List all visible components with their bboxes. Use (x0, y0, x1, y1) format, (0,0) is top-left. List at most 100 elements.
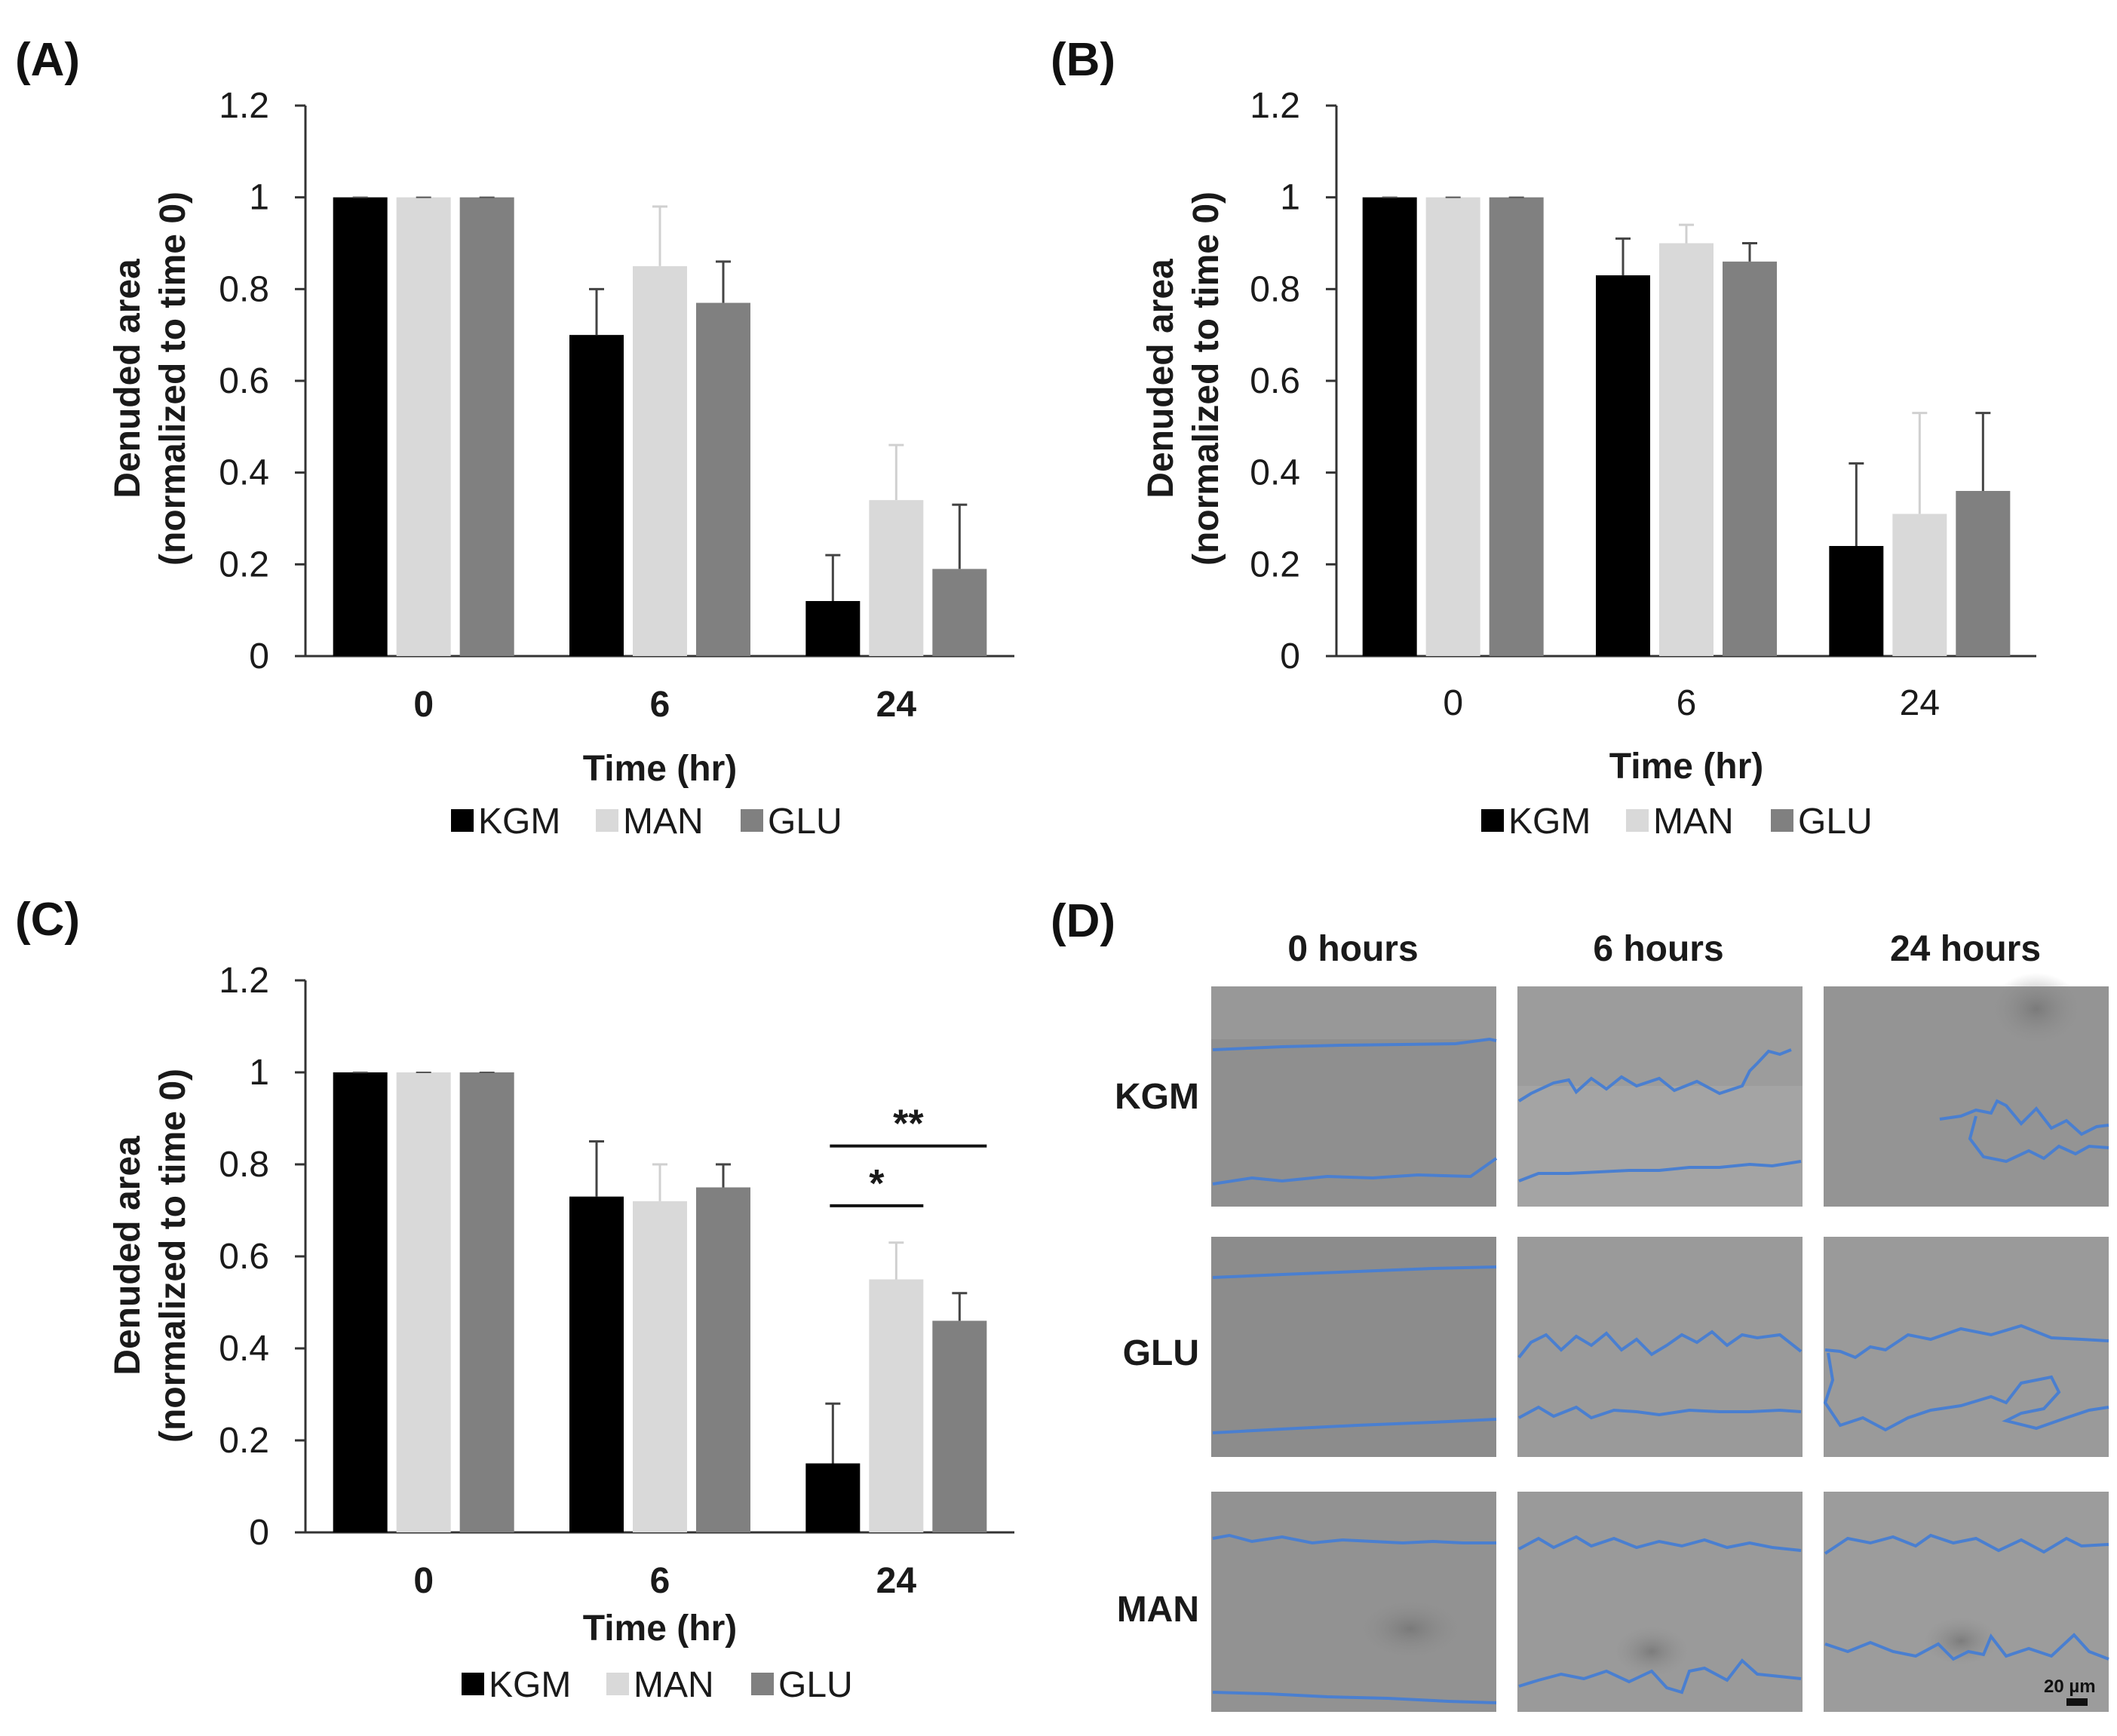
tile-man-6h (1517, 1492, 1803, 1712)
chart-panel-c: (C) 0 0.2 0.4 0.6 0.8 1 1.2 0 6 24 *** Time (hr) Denu… (15, 894, 1014, 1705)
column-title-24h: 24 hours (1890, 929, 2041, 969)
y-tick-label: 0.8 (219, 1145, 269, 1185)
legend-label-man: MAN (623, 802, 704, 842)
panel-label-a: (A) (15, 34, 80, 86)
tile-glu-24h (1823, 1237, 2109, 1457)
tile-man-24h: 20 µm (1824, 1492, 2109, 1712)
bar-man-0 (1425, 197, 1480, 657)
bar-man-24 (1892, 514, 1947, 656)
bar-glu-24 (1956, 491, 2011, 656)
y-tick-label: 0 (1280, 636, 1300, 676)
legend-label-man: MAN (1653, 802, 1734, 842)
bar-kgm-24 (1829, 546, 1884, 656)
bar-glu-6 (1723, 261, 1777, 656)
y-tick-label: 0.8 (1250, 269, 1300, 309)
bar-kgm-0 (333, 1072, 388, 1532)
row-title-man: MAN (1117, 1590, 1199, 1630)
y-tick-label: 1.2 (219, 86, 269, 126)
bar-glu-0 (459, 1072, 514, 1532)
legend-swatch-glu (1771, 809, 1793, 832)
chart-panel-a: (A) 0 0.2 0.4 0.6 0.8 1 1.2 0 6 24 Time (hr) Denuded… (15, 34, 1014, 842)
bar-kgm-6 (569, 335, 624, 656)
y-axis-title-line: Denuded area (108, 1136, 148, 1376)
x-tick-label: 6 (650, 685, 670, 725)
legend-swatch-glu (751, 1673, 774, 1695)
significance-marker: * (869, 1162, 885, 1206)
column-title-0h: 0 hours (1287, 929, 1418, 969)
tile-kgm-6h (1517, 986, 1803, 1207)
legend-swatch-glu (741, 809, 763, 832)
x-tick-label: 0 (1443, 683, 1463, 723)
y-tick-label: 0.2 (1250, 544, 1300, 584)
legend-label-glu: GLU (768, 802, 842, 842)
legend-label-glu: GLU (1798, 802, 1873, 842)
y-tick-label: 0 (249, 636, 269, 676)
legend-label-kgm: KGM (489, 1665, 571, 1705)
tile-glu-6h (1517, 1237, 1803, 1457)
y-tick-label: 0.4 (219, 1329, 269, 1369)
y-tick-label: 1.2 (1250, 86, 1300, 126)
y-tick-label: 0.6 (1250, 361, 1300, 401)
legend-label-kgm: KGM (1508, 802, 1591, 842)
x-tick-label: 24 (876, 685, 917, 725)
y-axis-title: Denuded area (normalized to time 0) (1141, 192, 1226, 566)
bar-man-6 (633, 265, 687, 657)
bar-kgm-6 (569, 1196, 624, 1532)
significance-marker: ** (893, 1103, 924, 1146)
bar-man-0 (396, 1072, 451, 1532)
y-axis-title-line: (normalized to time 0) (153, 192, 193, 566)
y-axis-title-line: Denuded area (108, 259, 148, 498)
x-tick-label: 0 (413, 1561, 434, 1601)
chart-panel-b: (B) 0 0.2 0.4 0.6 0.8 1 1.2 0 6 24 Time (hr) Denuded… (1051, 34, 2036, 842)
legend-label-glu: GLU (778, 1665, 853, 1705)
tile-kgm-0h (1211, 986, 1498, 1207)
scale-bar-label: 20 µm (2044, 1676, 2096, 1697)
bar-man-0 (396, 197, 451, 657)
y-axis-title-line: Denuded area (1141, 259, 1181, 498)
x-axis-title: Time (hr) (1609, 747, 1763, 787)
bar-man-6 (633, 1201, 687, 1532)
legend-swatch-kgm (1481, 809, 1504, 832)
bar-kgm-24 (805, 1463, 861, 1532)
panel-label-d: (D) (1051, 895, 1115, 947)
bar-man-24 (869, 500, 924, 656)
y-tick-label: 1.2 (219, 961, 269, 1001)
microscopy-panel-d: (D) 0 hours 6 hours 24 hours KGM GLU MAN (1051, 895, 2109, 1712)
bar-glu-24 (932, 569, 987, 656)
tile-glu-0h (1211, 1237, 1537, 1457)
y-tick-label: 1 (1280, 178, 1300, 218)
y-axis-title-line: (normalized to time 0) (153, 1069, 193, 1443)
bar-man-6 (1659, 243, 1714, 656)
y-tick-label: 0.2 (219, 1421, 269, 1461)
legend-swatch-kgm (451, 809, 474, 832)
row-title-glu: GLU (1123, 1333, 1199, 1373)
legend-label-kgm: KGM (478, 802, 560, 842)
y-axis-title: Denuded area (normalized to time 0) (108, 1069, 193, 1443)
legend-swatch-kgm (462, 1673, 484, 1695)
y-tick-label: 0.8 (219, 269, 269, 309)
x-tick-label: 6 (1677, 683, 1697, 723)
bar-glu-0 (459, 197, 514, 657)
bar-kgm-6 (1596, 275, 1650, 656)
x-tick-label: 6 (650, 1561, 670, 1601)
row-title-kgm: KGM (1115, 1077, 1199, 1117)
x-axis-title: Time (hr) (583, 749, 737, 789)
bar-glu-6 (696, 1187, 750, 1532)
tile-man-0h (1211, 1492, 1497, 1712)
y-tick-label: 0.4 (219, 453, 269, 493)
y-axis-title-line: (normalized to time 0) (1186, 192, 1226, 566)
y-axis-title: Denuded area (normalized to time 0) (108, 192, 193, 566)
bar-glu-6 (696, 302, 750, 656)
tile-kgm-24h (1824, 973, 2109, 1207)
bar-kgm-0 (333, 197, 388, 657)
y-tick-label: 0 (249, 1513, 269, 1553)
y-tick-label: 0.2 (219, 544, 269, 584)
panel-label-b: (B) (1051, 34, 1115, 86)
x-tick-label: 24 (876, 1561, 917, 1601)
bar-glu-0 (1489, 197, 1544, 657)
y-tick-label: 0.6 (219, 361, 269, 401)
bar-kgm-24 (805, 601, 861, 656)
x-axis-title: Time (hr) (583, 1609, 737, 1649)
y-tick-label: 0.6 (219, 1237, 269, 1277)
